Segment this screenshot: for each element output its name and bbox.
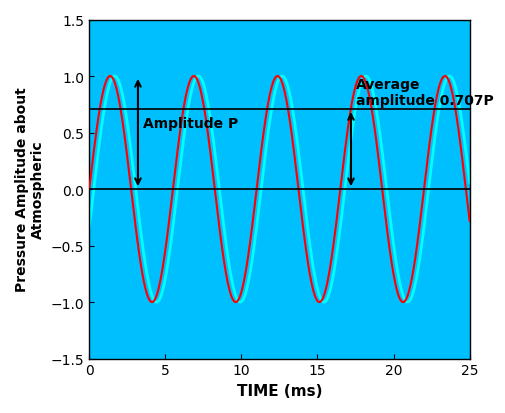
Text: Amplitude P: Amplitude P <box>142 116 238 131</box>
X-axis label: TIME (ms): TIME (ms) <box>237 383 322 398</box>
Text: Average
amplitude 0.707P: Average amplitude 0.707P <box>356 78 493 108</box>
Y-axis label: Pressure Amplitude about
Atmospheric: Pressure Amplitude about Atmospheric <box>15 88 45 292</box>
